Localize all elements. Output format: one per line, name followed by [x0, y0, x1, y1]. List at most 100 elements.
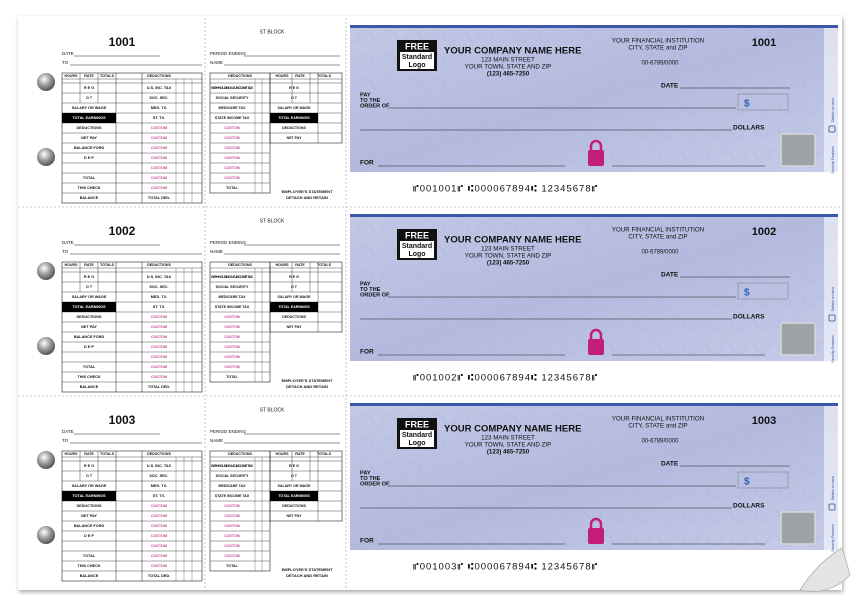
deduction-label: CUSTOM [224, 315, 240, 319]
company-name: YOUR COMPANY NAME HERE [444, 424, 581, 435]
to-label: TO [62, 60, 69, 65]
lock-shackle [589, 517, 603, 529]
date-label: DATE [661, 83, 679, 90]
row-label: TOTAL [83, 554, 96, 558]
row-label: O T [86, 96, 93, 100]
table-header: HOURS [65, 452, 79, 456]
deduction-label: WITHHOLDING U.S. INCOME TAX [211, 275, 254, 279]
statement-note: DETACH AND RETAIN [286, 195, 328, 200]
bank-address: CITY, STATE and ZIP [628, 234, 687, 241]
row-label: SALARY OR WAGE [278, 106, 312, 110]
deduction-label: CUSTOM [224, 325, 240, 329]
table-header: RATE [84, 263, 94, 267]
statement-note: EMPLOYEE'S STATEMENT [282, 567, 333, 572]
deduction-label: CUSTOM [151, 355, 167, 359]
table-header: RATE [295, 263, 305, 267]
security-hologram [780, 133, 816, 167]
deduction-label: SOC. SEC. [149, 96, 168, 100]
stub-number: 1001 [109, 35, 136, 49]
pay-label: ORDER OF [360, 481, 390, 487]
table-header: DEDUCTIONS [228, 74, 252, 78]
routing-fraction: 00-6789/0000 [641, 61, 679, 67]
date-label: DATE [661, 272, 679, 279]
deduction-label: SOC. SEC. [149, 285, 168, 289]
binder-hole [37, 73, 55, 91]
deduction-label: TOTAL [226, 375, 238, 379]
table-header: HOURS [276, 263, 290, 267]
bank-address: CITY, STATE and ZIP [628, 45, 687, 52]
row-label: NET PAY [287, 136, 303, 140]
pay-label: TO THE [360, 476, 381, 482]
highlight-cell [62, 491, 116, 501]
binder-hole [37, 337, 55, 355]
micr-line: ⑈001003⑈ ⑆000067894⑆ 12345678⑈ [413, 562, 598, 573]
stub-table [61, 261, 203, 393]
deduction-label: TOTAL DED. [148, 196, 170, 200]
row-label: TOTAL EARNINGS [278, 494, 310, 498]
deduction-label: TOTAL DED. [148, 385, 170, 389]
deduction-label: CUSTOM [151, 534, 167, 538]
company-address: YOUR TOWN, STATE AND ZIP [465, 64, 552, 71]
logo-text: Standard [402, 243, 432, 250]
deduction-label: ST. TX. [153, 494, 165, 498]
row-label: DEDUCTIONS [76, 504, 102, 508]
company-address: 123 MAIN STREET [481, 435, 535, 442]
company-address: YOUR TOWN, STATE AND ZIP [465, 442, 552, 449]
table-header: TOTALS [100, 452, 115, 456]
highlight-cell [270, 491, 318, 501]
row-label: NET PAY [81, 136, 97, 140]
table-header: TOTALS [317, 74, 332, 78]
row-label: BALANCE [80, 385, 99, 389]
row-label: DEDUCTIONS [282, 315, 306, 319]
table-header: DEDUCTIONS [147, 263, 171, 267]
stub-title: ST BLOCK [260, 407, 285, 413]
row-label: TOTAL [83, 365, 96, 369]
row-label: R E G [289, 86, 299, 90]
bank-address: CITY, STATE and ZIP [628, 423, 687, 430]
side-margin [824, 28, 838, 172]
table-header: DEDUCTIONS [228, 263, 252, 267]
deduction-label: STATE INCOME TAX [215, 305, 250, 309]
deduction-label: CUSTOM [151, 375, 167, 379]
deduction-label: CUSTOM [224, 524, 240, 528]
row-label: DEDUCTIONS [76, 126, 102, 130]
lock-body [588, 528, 604, 544]
row-label: BALANCE [80, 196, 99, 200]
side-lock [828, 314, 836, 322]
table-header: DEDUCTIONS [228, 452, 252, 456]
row-label: O T [291, 96, 298, 100]
lock-shackle [589, 328, 603, 340]
deduction-label: ST. TX. [153, 305, 165, 309]
table-header: HOURS [276, 452, 290, 456]
deduction-label: CUSTOM [224, 126, 240, 130]
stub-number: 1002 [109, 224, 136, 238]
table-header: HOURS [65, 263, 79, 267]
stub-table [269, 72, 343, 144]
period-label: PERIOD ENDING [210, 51, 247, 56]
logo-inner [400, 52, 434, 69]
table-header: DEDUCTIONS [147, 452, 171, 456]
deduction-label: CUSTOM [224, 345, 240, 349]
deduction-label: CUSTOM [151, 146, 167, 150]
row-label: R E G [84, 275, 94, 279]
statement-note: DETACH AND RETAIN [286, 573, 328, 578]
routing-fraction: 00-6789/0000 [641, 250, 679, 256]
deduction-label: CUSTOM [151, 315, 167, 319]
table-header: RATE [295, 452, 305, 456]
table-header: TOTALS [317, 452, 332, 456]
deduction-label: CUSTOM [151, 136, 167, 140]
row-label: R E G [84, 464, 94, 468]
logo-text: FREE [405, 419, 429, 429]
deduction-label: STATE INCOME TAX [215, 494, 250, 498]
binder-hole [37, 526, 55, 544]
side-note: Details on back [831, 98, 835, 122]
stub-title: ST BLOCK [260, 218, 285, 224]
company-address: 123 MAIN STREET [481, 246, 535, 253]
amount-box [737, 471, 789, 489]
logo-text: Logo [408, 440, 425, 447]
stub-table [269, 450, 343, 522]
deduction-label: CUSTOM [151, 166, 167, 170]
row-label: R E G [289, 464, 299, 468]
deduction-label: CUSTOM [224, 534, 240, 538]
table-header: HOURS [276, 74, 290, 78]
